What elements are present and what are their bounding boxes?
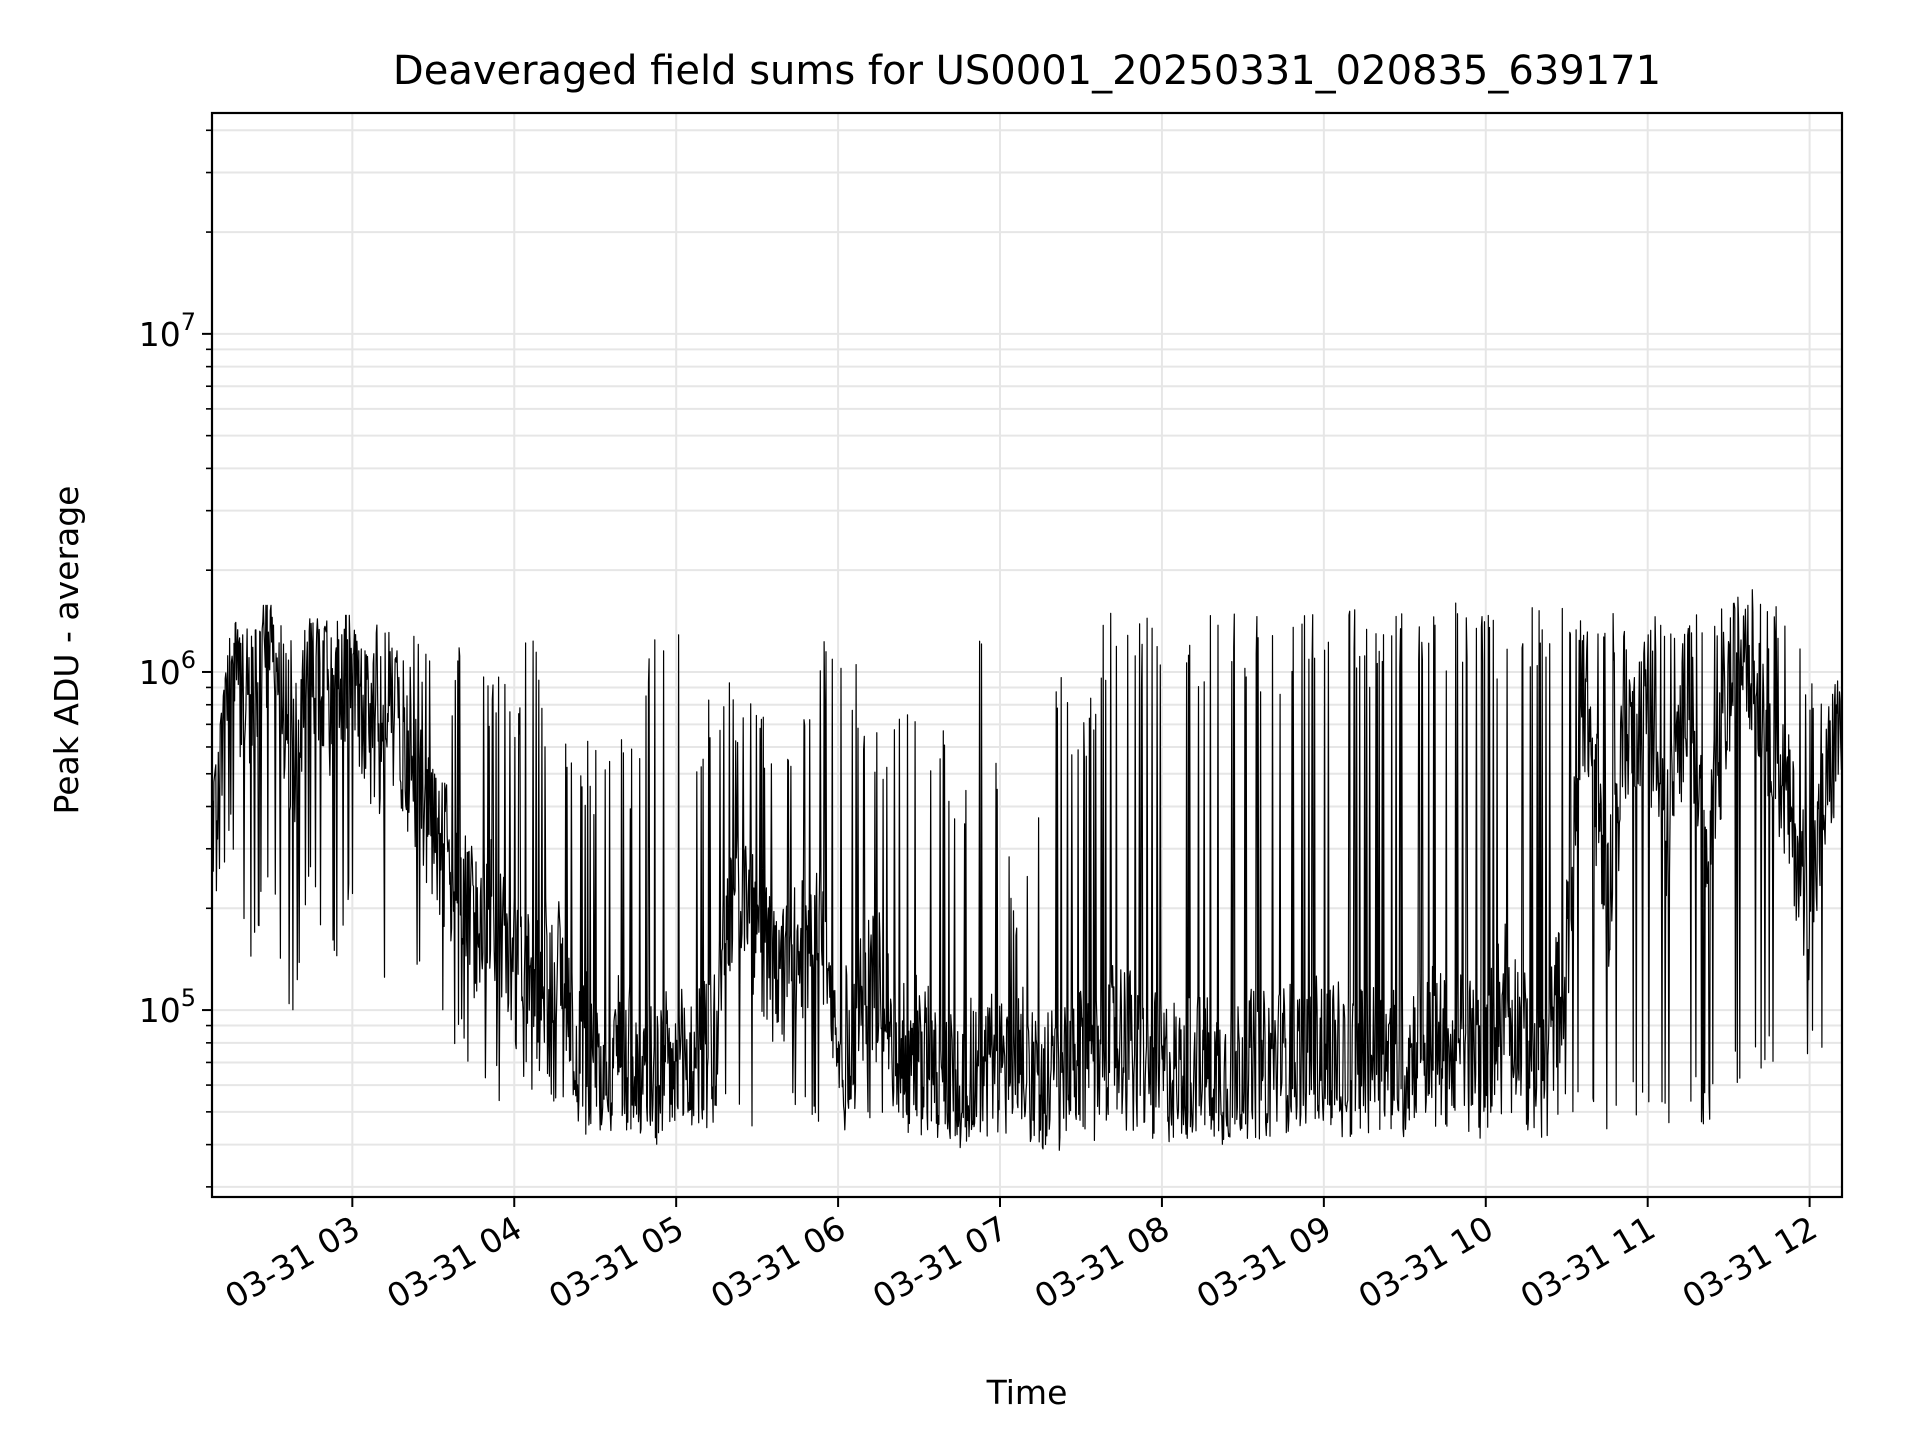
- y-tick-label: 107: [139, 308, 196, 354]
- x-tick-label: 03-31 05: [542, 1208, 690, 1316]
- x-tick-label: 03-31 06: [704, 1208, 852, 1316]
- x-tick-label: 03-31 11: [1514, 1208, 1662, 1316]
- x-axis: 03-31 03 03-31 04 03-31 05 03-31 06 03-31 07…: [218, 1197, 1824, 1316]
- x-axis-label: Time: [986, 1373, 1068, 1412]
- y-tick-label: 106: [139, 646, 196, 692]
- x-tick-label: 03-31 03: [218, 1208, 366, 1316]
- chart-title: Deaveraged field sums for US0001_2025033…: [393, 48, 1661, 94]
- x-tick-label: 03-31 07: [866, 1208, 1014, 1316]
- y-tick-label: 105: [139, 984, 196, 1030]
- data-layer: [211, 589, 1843, 1151]
- y-axis-label: Peak ADU - average: [47, 486, 86, 815]
- plot-frame: [210, 111, 1844, 1199]
- x-tick-label: 03-31 08: [1028, 1208, 1176, 1316]
- x-tick-label: 03-31 10: [1352, 1208, 1500, 1316]
- x-tick-label: 03-31 12: [1676, 1208, 1824, 1316]
- x-tick-label: 03-31 04: [380, 1208, 528, 1316]
- y-axis: 105 106 107: [139, 129, 212, 1188]
- x-tick-label: 03-31 09: [1190, 1208, 1338, 1316]
- series-line-0: [211, 589, 1843, 1151]
